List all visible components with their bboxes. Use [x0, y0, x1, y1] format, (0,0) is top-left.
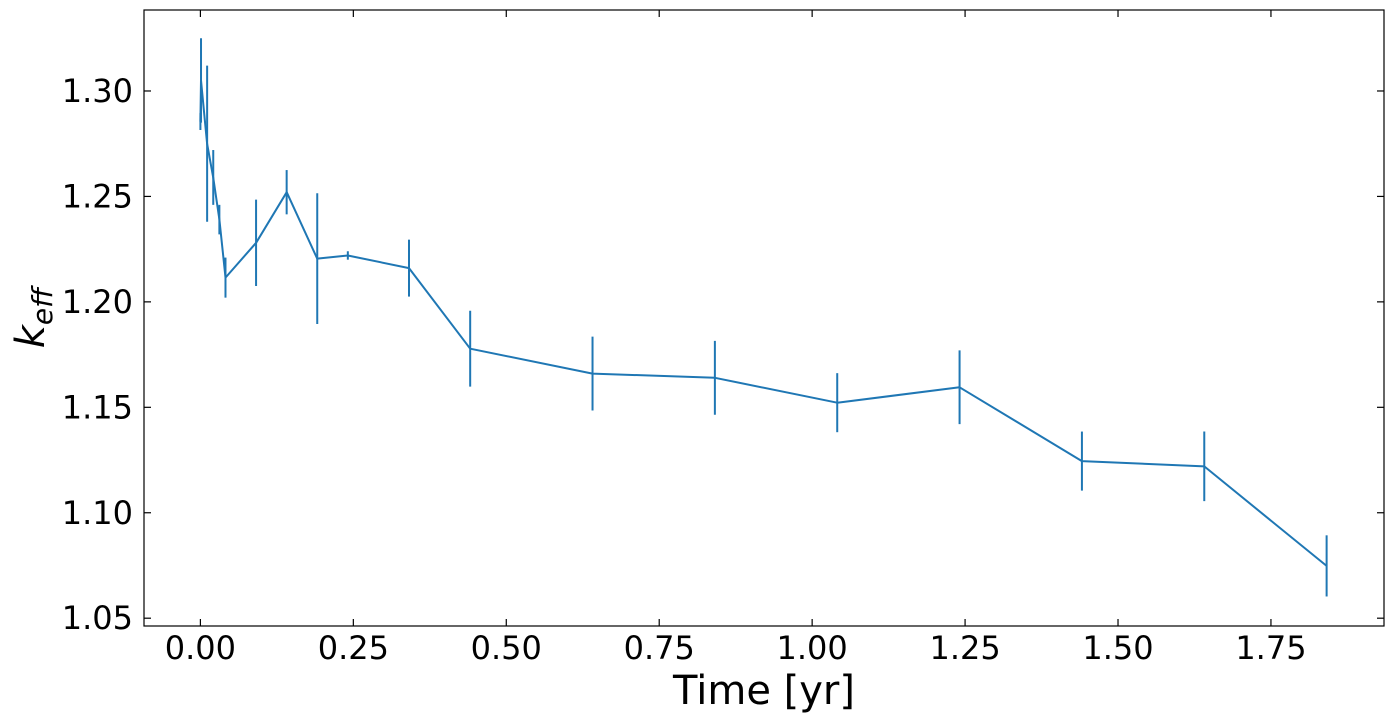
- y-axis-title-base: k: [8, 323, 54, 348]
- x-tick-label: 0.25: [318, 629, 389, 667]
- ticks-layer: [144, 10, 1384, 626]
- y-tick-label: 1.30: [62, 72, 133, 110]
- y-tick-label: 1.25: [62, 177, 133, 215]
- x-tick-label: 0.00: [165, 629, 236, 667]
- x-axis-title: Time [yr]: [672, 668, 855, 714]
- series-layer: [199, 38, 1328, 597]
- x-tick-label: 1.75: [1235, 629, 1306, 667]
- y-tick-label: 1.15: [62, 388, 133, 426]
- labels-layer: 0.00 0.25 0.50 0.75 1.00 1.25 1.50 1.75 1.05 1.10…: [62, 72, 1307, 667]
- y-tick-label: 1.05: [62, 599, 133, 637]
- x-tick-label: 1.00: [777, 629, 848, 667]
- y-axis-title: keff: [8, 285, 59, 348]
- y-tick-label: 1.20: [62, 283, 133, 321]
- plot-frame: [143, 9, 1385, 627]
- x-tick-label: 1.25: [929, 629, 1000, 667]
- y-tick-label: 1.10: [62, 494, 133, 532]
- x-tick-label: 0.50: [471, 629, 542, 667]
- x-tick-label: 0.75: [624, 629, 695, 667]
- series-line: [199, 79, 1328, 567]
- y-axis-title-subscript: eff: [26, 285, 59, 325]
- x-tick-label: 1.50: [1082, 629, 1153, 667]
